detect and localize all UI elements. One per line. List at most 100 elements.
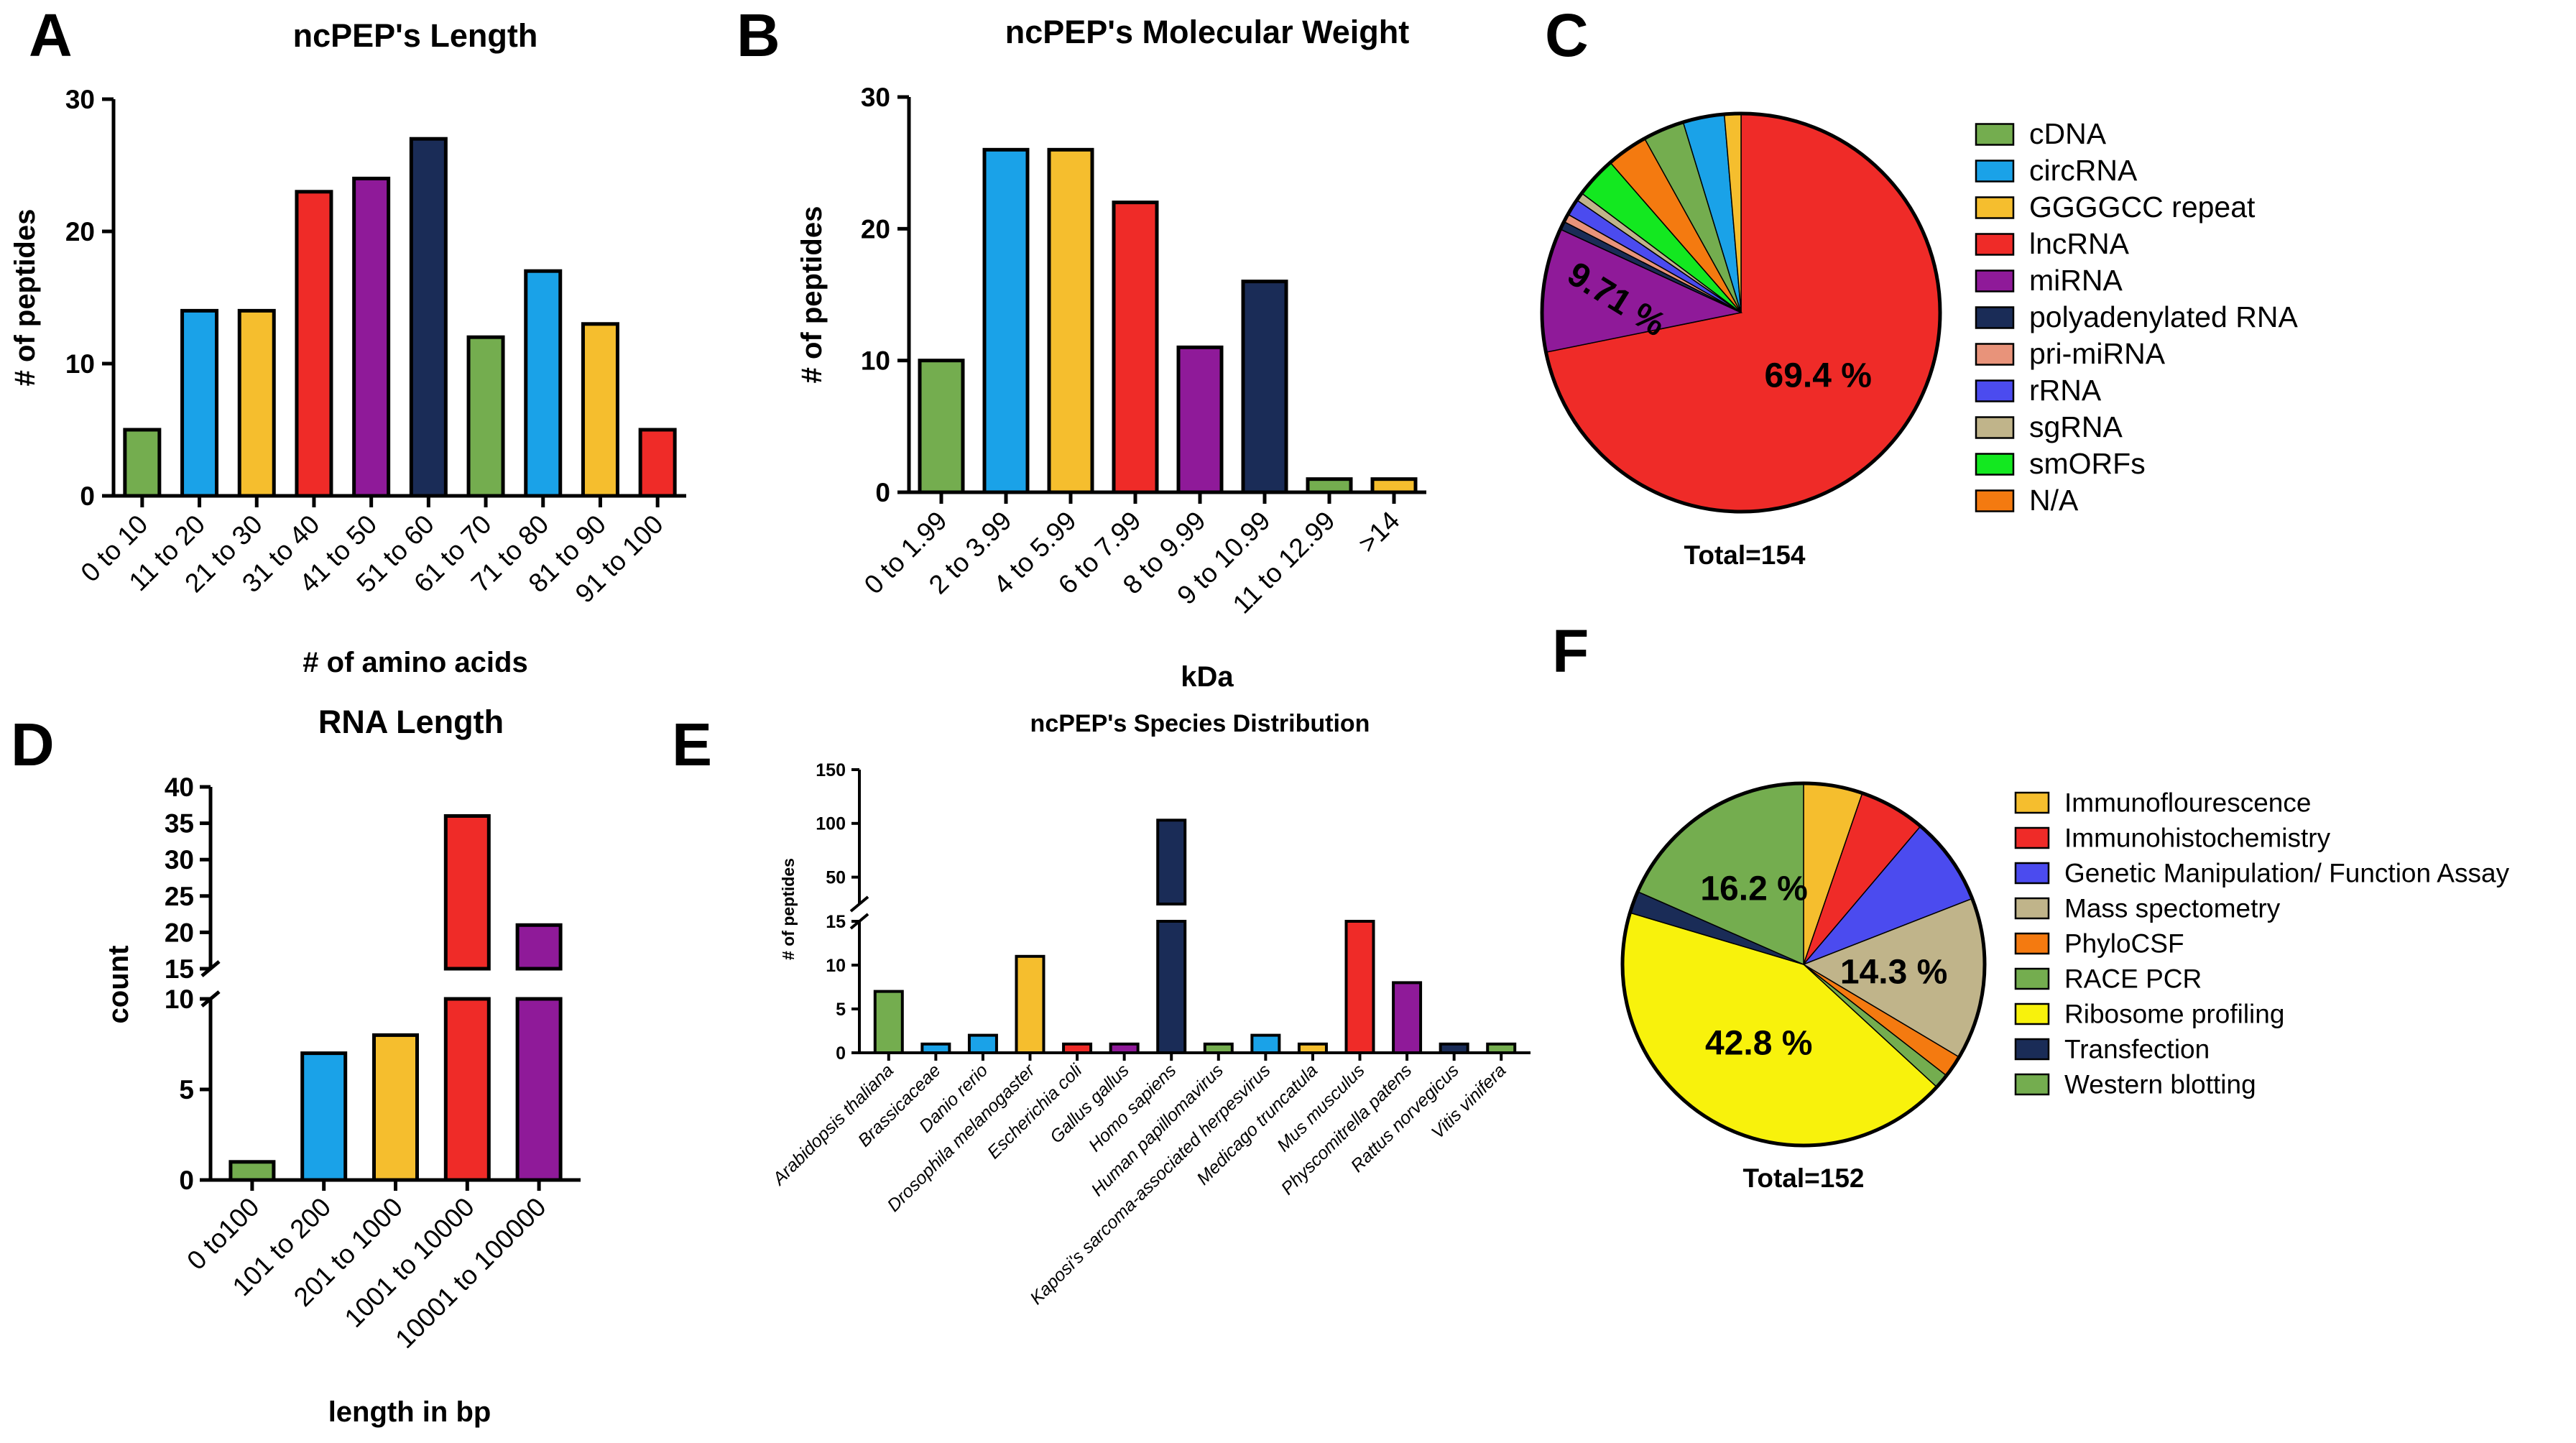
y-tick-label: 35 (165, 809, 194, 839)
axis-break-mark (849, 895, 869, 913)
y-axis-label: # of peptides (796, 206, 828, 384)
bar (1370, 477, 1418, 494)
legend-label: Western blotting (2064, 1070, 2256, 1099)
bar (920, 1042, 951, 1055)
legend-swatch (2014, 967, 2050, 990)
bar (1344, 920, 1375, 1054)
y-tick-label: 15 (826, 912, 846, 932)
panel-label-d: D (11, 711, 55, 778)
y-tick-label: 5 (179, 1075, 194, 1105)
y-tick-label: 30 (861, 83, 890, 112)
bar (295, 190, 333, 498)
y-tick-label: 10 (826, 956, 846, 976)
legend-swatch (1975, 453, 2015, 476)
panel-label-f: F (1552, 617, 1589, 685)
bar-break-gap (1155, 905, 1188, 920)
y-tick-label: 100 (816, 814, 846, 834)
legend-label: cDNA (2029, 117, 2107, 150)
y-tick-label: 0 (875, 478, 890, 507)
x-tick-label: 1001 to 10000 (339, 1192, 480, 1333)
y-tick-label: 10 (165, 985, 194, 1014)
legend-swatch (1975, 306, 2015, 329)
legend-swatch (1975, 343, 2015, 366)
bar (524, 269, 563, 498)
legend-label: lncRNA (2029, 227, 2130, 260)
pie-outline (1540, 111, 1942, 514)
y-tick-label: 40 (165, 773, 194, 802)
chart-title: ncPEP's Species Distribution (1030, 710, 1370, 737)
bar (918, 359, 965, 494)
panel-label-b: B (737, 1, 780, 69)
x-axis-label: kDa (1181, 661, 1234, 693)
slice-label: 14.3 % (1840, 953, 1947, 991)
bar (873, 990, 904, 1054)
bar (300, 1051, 348, 1182)
bar (1156, 819, 1187, 906)
slice-label: 16.2 % (1700, 870, 1807, 908)
legend-swatch (2014, 1038, 2050, 1061)
bar (581, 322, 619, 498)
x-axis-label: length in bp (328, 1396, 491, 1428)
y-tick-label: 25 (165, 882, 194, 911)
bar (1306, 477, 1353, 494)
legend-label: Immunoflourescence (2064, 788, 2311, 818)
y-tick-label: 30 (165, 845, 194, 875)
panel-label-c: C (1545, 1, 1589, 69)
y-axis-label: count (103, 946, 134, 1024)
y-tick-label: 10 (65, 349, 95, 379)
legend-swatch (2014, 826, 2050, 849)
slice-label: 69.4 % (1765, 357, 1872, 395)
legend-label: pri-miRNA (2029, 337, 2166, 370)
legend-label: PhyloCSF (2064, 929, 2184, 959)
bar (638, 428, 677, 498)
legend-label: smORFs (2029, 447, 2146, 480)
legend-label: Genetic Manipulation/ Function Assay (2064, 859, 2510, 888)
bar (1203, 1042, 1234, 1055)
bar (982, 147, 1030, 494)
legend-swatch (1975, 379, 2015, 402)
y-axis-label: # of peptides (9, 209, 41, 387)
x-tick-label: Brassicaceae (854, 1060, 945, 1151)
bar (123, 428, 162, 498)
y-tick-label: 10 (861, 346, 890, 376)
y-tick-label: 20 (165, 918, 194, 947)
bar (1486, 1042, 1517, 1055)
x-tick-label: >14 (1352, 506, 1405, 558)
y-axis-label: # of peptides (779, 858, 798, 960)
bar (1047, 147, 1094, 494)
legend-label: Transfection (2064, 1035, 2210, 1064)
y-tick-label: 0 (836, 1043, 846, 1064)
y-tick-label: 150 (816, 760, 846, 780)
legend-swatch (1975, 233, 2015, 256)
x-axis-label: # of amino acids (303, 647, 527, 678)
y-tick-label: 30 (65, 85, 95, 114)
legend-swatch (1975, 160, 2015, 183)
legend-swatch (2014, 932, 2050, 955)
pie-outline (1620, 781, 1987, 1148)
bar (1015, 954, 1045, 1055)
bar (1241, 280, 1288, 494)
y-tick-label: 20 (65, 217, 95, 246)
bar (1439, 1042, 1469, 1055)
legend-swatch (2014, 1002, 2050, 1025)
y-tick-label: 20 (861, 214, 890, 244)
legend-label: miRNA (2029, 264, 2123, 297)
chart-title: ncPEP's Molecular Weight (1005, 14, 1410, 50)
legend-swatch (1975, 489, 2015, 512)
total-label: Total=152 (1743, 1163, 1865, 1193)
bar (967, 1033, 998, 1054)
y-tick-label: 5 (836, 1000, 846, 1020)
total-label: Total=154 (1684, 540, 1806, 570)
bar (443, 997, 491, 1182)
y-tick-label: 50 (826, 867, 846, 888)
bar (1112, 200, 1159, 494)
legend-label: GGGGCC repeat (2029, 190, 2256, 223)
bar (228, 1160, 276, 1182)
y-tick-label: 0 (179, 1166, 194, 1195)
legend-swatch (1975, 123, 2015, 146)
